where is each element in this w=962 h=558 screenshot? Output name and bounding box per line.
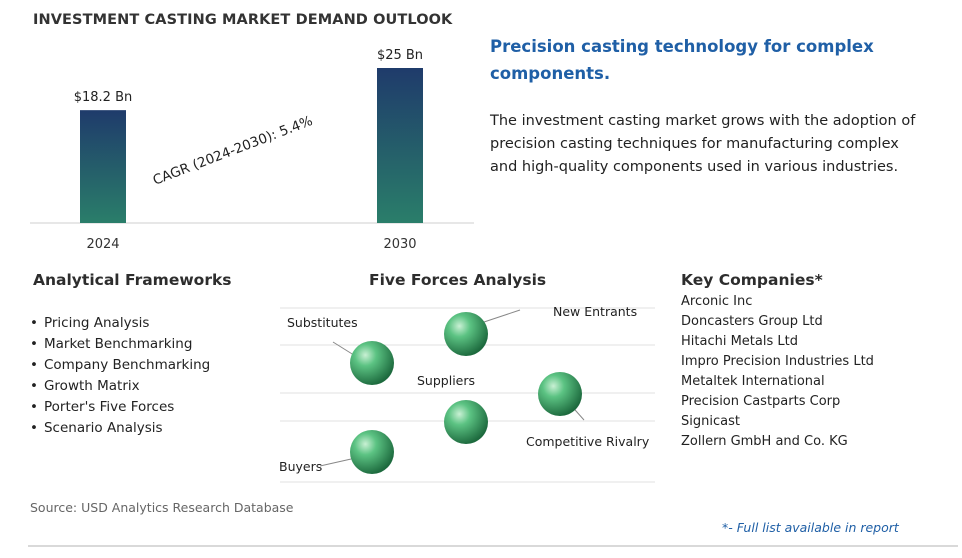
footnote: *- Full list available in report [722, 520, 899, 535]
sphere-competitive-rivalry [538, 372, 582, 416]
framework-item: Scenario Analysis [30, 418, 210, 439]
framework-item: Company Benchmarking [30, 355, 210, 376]
bar-2030 [377, 68, 423, 223]
five-forces-diagram: Substitutes New Entrants Suppliers Compe… [279, 304, 655, 483]
data-label-2030: $25 Bn [377, 48, 423, 63]
company-item: Hitachi Metals Ltd [681, 334, 798, 349]
framework-item: Market Benchmarking [30, 334, 210, 355]
company-item: Arconic Inc [681, 294, 753, 309]
sphere-new-entrants [444, 312, 488, 356]
frameworks-title: Analytical Frameworks [33, 271, 232, 289]
description: The investment casting market grows with… [490, 113, 916, 175]
sphere-substitutes [350, 341, 394, 385]
company-item: Impro Precision Industries Ltd [681, 354, 874, 369]
label-substitutes: Substitutes [287, 315, 358, 330]
company-item: Doncasters Group Ltd [681, 314, 823, 329]
x-tick-label-2024: 2024 [86, 237, 119, 252]
bottom-divider [28, 545, 958, 547]
bar-2024 [80, 110, 126, 223]
sphere-suppliers [444, 400, 488, 444]
company-item: Zollern GmbH and Co. KG [681, 434, 848, 449]
framework-item: Growth Matrix [30, 376, 210, 397]
x-tick-label-2030: 2030 [383, 237, 416, 252]
company-item: Metaltek International [681, 374, 825, 389]
framework-item: Porter's Five Forces [30, 397, 210, 418]
label-new-entrants: New Entrants [553, 304, 637, 319]
label-buyers: Buyers [279, 459, 322, 474]
company-item: Signicast [681, 414, 740, 429]
frameworks-list: Pricing Analysis Market Benchmarking Com… [30, 313, 210, 439]
company-item: Precision Castparts Corp [681, 394, 841, 409]
connector-line [477, 309, 521, 325]
data-label-2024: $18.2 Bn [74, 90, 133, 105]
five-forces-title: Five Forces Analysis [369, 271, 547, 289]
label-competitive-rivalry: Competitive Rivalry [526, 434, 650, 449]
headline: Precision casting technology for complex… [490, 37, 874, 83]
framework-item: Pricing Analysis [30, 313, 210, 334]
companies-list: Arconic Inc Doncasters Group Ltd Hitachi… [681, 292, 874, 452]
sphere-buyers [350, 430, 394, 474]
cagr-annotation: CAGR (2024-2030): 5.4% [151, 113, 315, 189]
companies-title: Key Companies* [681, 271, 823, 289]
bar-chart: $18.2 Bn 2024 $25 Bn 2030 CAGR (2024-2030):… [30, 48, 474, 252]
label-suppliers: Suppliers [417, 373, 475, 388]
chart-title: INVESTMENT CASTING MARKET DEMAND OUTLOOK [33, 12, 453, 28]
source-note: Source: USD Analytics Research Database [30, 500, 294, 515]
